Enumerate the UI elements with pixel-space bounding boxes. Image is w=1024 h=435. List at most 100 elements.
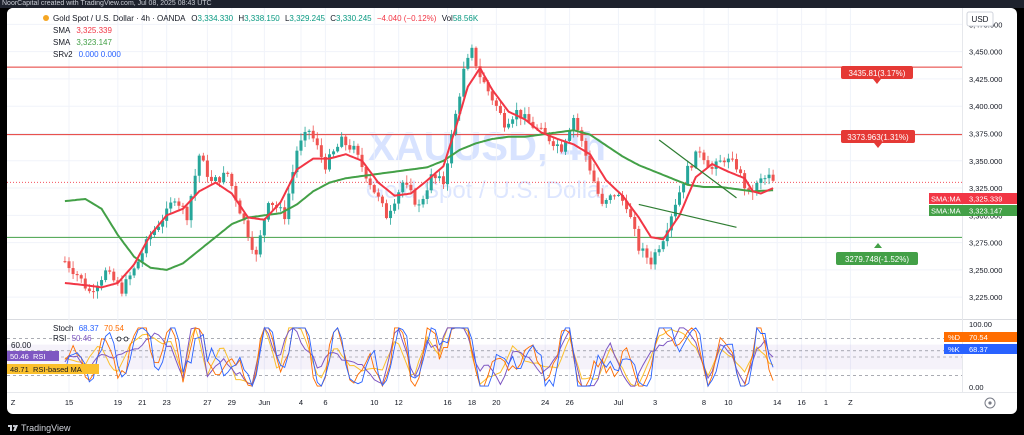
candle-body bbox=[332, 151, 336, 155]
candle-body bbox=[739, 169, 743, 174]
candle-body bbox=[730, 158, 734, 160]
svg-text:RSI-based MA: RSI-based MA bbox=[33, 365, 82, 374]
candle-body bbox=[755, 182, 759, 193]
candle-body bbox=[327, 154, 331, 170]
svg-text:3373.963(1.31%): 3373.963(1.31%) bbox=[847, 133, 909, 142]
candle-body bbox=[397, 192, 401, 204]
osc-axis-100: 100.00 bbox=[969, 320, 992, 329]
sma-fast-axis-badge: SMA:MA 3,325.339 bbox=[929, 193, 1017, 204]
candle-body bbox=[299, 140, 303, 151]
legend-srv2: SRv2 0.000 0.000 bbox=[53, 50, 121, 59]
time-tick: Jun bbox=[258, 398, 270, 407]
candle-body bbox=[128, 275, 132, 280]
candle-body bbox=[287, 193, 291, 220]
currency-button[interactable] bbox=[966, 11, 994, 27]
candle-body bbox=[568, 131, 572, 141]
stoch-k-line bbox=[64, 326, 774, 388]
candle-body bbox=[266, 203, 270, 220]
candle-body bbox=[169, 202, 173, 209]
candle-body bbox=[319, 145, 323, 157]
candle-body bbox=[511, 119, 515, 124]
candle-body bbox=[462, 68, 466, 97]
candle-body bbox=[242, 213, 246, 221]
candle-body bbox=[356, 145, 360, 155]
candle-body bbox=[100, 280, 104, 286]
candle-body bbox=[393, 203, 397, 211]
legend-low: 3,329.245 bbox=[289, 14, 325, 23]
candle-body bbox=[543, 127, 547, 134]
candle-body bbox=[250, 237, 254, 250]
candle-body bbox=[401, 182, 405, 193]
rsi-visibility-icon bbox=[123, 336, 129, 342]
trendline-1 bbox=[658, 139, 737, 199]
legend-close: 3,330.245 bbox=[336, 14, 372, 23]
candle-body bbox=[279, 207, 283, 209]
candle-body bbox=[743, 173, 747, 189]
price-tick: 3,275.000 bbox=[969, 239, 1002, 248]
candle-body bbox=[710, 166, 714, 169]
resistance-label-1[interactable]: 3435.81(3.17%) bbox=[841, 66, 913, 84]
candle-body bbox=[625, 200, 629, 210]
legend-sma-1: SMA 3,325.339 bbox=[53, 26, 112, 35]
candle-body bbox=[262, 219, 266, 236]
price-axis: 3,475.0003,450.0003,425.0003,400.0003,37… bbox=[969, 20, 1002, 302]
candle-body bbox=[649, 257, 653, 265]
candle-body bbox=[690, 165, 694, 168]
candle-body bbox=[283, 207, 287, 220]
time-tick: 8 bbox=[702, 398, 706, 407]
svg-text:68.37: 68.37 bbox=[969, 345, 988, 354]
candle-body bbox=[454, 113, 458, 135]
watermark-name: Gold Spot / U.S. Dollar bbox=[366, 177, 609, 204]
candle-body bbox=[726, 158, 730, 163]
candle-body bbox=[315, 138, 319, 146]
candle-body bbox=[380, 196, 384, 204]
candle-body bbox=[205, 160, 209, 177]
candle-body bbox=[389, 210, 393, 219]
time-tick: 12 bbox=[394, 398, 402, 407]
candle-body bbox=[323, 156, 327, 170]
legend: Gold Spot / U.S. Dollar · 4h · OANDA O3,… bbox=[43, 14, 479, 59]
tradingview-logo-icon bbox=[8, 424, 18, 431]
candle-body bbox=[222, 172, 226, 183]
candle-body bbox=[498, 105, 502, 113]
main-pane[interactable] bbox=[7, 8, 962, 319]
level-60-label: 60.00 bbox=[11, 341, 32, 350]
candle-body bbox=[482, 77, 486, 83]
svg-text:%K: %K bbox=[948, 345, 960, 354]
candle-body bbox=[173, 201, 177, 203]
candle-body bbox=[458, 96, 462, 114]
stoch-label: Stoch bbox=[53, 324, 73, 333]
time-tick: 1 bbox=[824, 398, 828, 407]
candle-body bbox=[336, 146, 340, 152]
candle-body bbox=[559, 144, 563, 152]
candle-body bbox=[759, 178, 763, 183]
time-axis-settings-icon[interactable] bbox=[984, 397, 996, 409]
legend-open: 3,334.330 bbox=[198, 14, 234, 23]
candle-body bbox=[104, 270, 108, 281]
stoch-d-value: 70.54 bbox=[104, 324, 125, 333]
candle-body bbox=[771, 174, 775, 181]
svg-text:SMA:MA: SMA:MA bbox=[931, 207, 961, 216]
oscillators bbox=[7, 326, 962, 388]
candle-body bbox=[466, 57, 470, 69]
chart-svg[interactable]: XAUUSD, 4h Gold Spot / U.S. Dollar 3,475… bbox=[7, 8, 1017, 414]
candle-body bbox=[669, 216, 673, 231]
svg-text:50.46: 50.46 bbox=[10, 352, 29, 361]
candle-body bbox=[234, 185, 238, 201]
time-tick: 14 bbox=[773, 398, 781, 407]
candle-body bbox=[722, 160, 726, 163]
resistance-label-2[interactable]: 3373.963(1.31%) bbox=[841, 130, 915, 148]
candle-body bbox=[616, 194, 620, 196]
candle-body bbox=[157, 226, 161, 231]
candle-body bbox=[698, 151, 702, 153]
time-tick: 24 bbox=[541, 398, 549, 407]
support-label[interactable]: 3279.748(-1.52%) bbox=[836, 243, 918, 265]
candle-body bbox=[193, 175, 197, 196]
candle-body bbox=[633, 216, 637, 229]
candle-body bbox=[441, 176, 445, 185]
candle-body bbox=[108, 270, 112, 272]
time-tick: 16 bbox=[797, 398, 805, 407]
candle-body bbox=[348, 145, 352, 150]
candle-body bbox=[116, 280, 120, 283]
candle-body bbox=[189, 195, 193, 221]
